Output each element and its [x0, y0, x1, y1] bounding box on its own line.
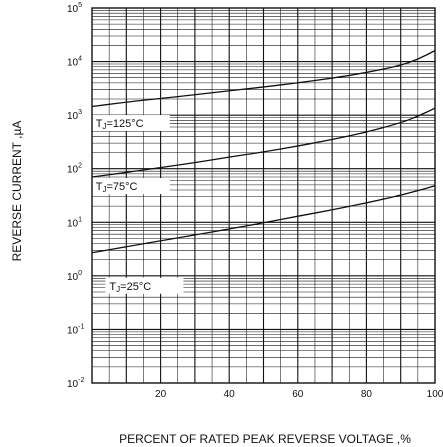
series-label-background — [91, 178, 170, 195]
series-label-part: =125°C — [106, 118, 143, 130]
series-label-part: =75°C — [106, 181, 137, 193]
y-tick-base: 10 — [67, 325, 79, 336]
series-label-group: TJ=25°C — [105, 277, 184, 294]
y-tick-base: 10 — [67, 165, 79, 176]
y-tick-label: 103 — [67, 109, 82, 122]
y-tick-base: 10 — [67, 111, 79, 122]
y-tick-base: 10 — [67, 379, 79, 390]
chart-curves — [91, 50, 436, 254]
y-tick-label: 104 — [67, 56, 82, 69]
chart-grid — [92, 8, 435, 383]
y-tick-exponent: 0 — [78, 270, 82, 277]
y-tick-exponent: 4 — [78, 56, 82, 63]
series-label-background — [91, 115, 170, 132]
series-label-group: TJ=125°C — [91, 115, 170, 132]
x-tick-label: 80 — [361, 389, 373, 400]
series-label-part: T — [96, 181, 103, 193]
series-label: TJ=75°C — [96, 181, 138, 194]
y-tick-label: 10-1 — [67, 323, 84, 336]
series-label: TJ=125°C — [96, 118, 144, 131]
x-axis-label: PERCENT OF RATED PEAK REVERSE VOLTAGE ,% — [119, 432, 411, 446]
series-label: TJ=25°C — [109, 281, 151, 294]
series-line-1 — [91, 50, 436, 108]
series-line-3 — [91, 185, 436, 254]
series-label-background — [105, 277, 184, 294]
y-tick-label: 10-2 — [67, 377, 84, 390]
series-label-part: T — [109, 281, 116, 293]
y-tick-exponent: -1 — [78, 323, 84, 330]
series-labels: TJ=125°CTJ=75°CTJ=25°C — [91, 115, 184, 294]
y-tick-exponent: -2 — [78, 377, 84, 384]
x-tick-label: 20 — [155, 389, 167, 400]
series-label-group: TJ=75°C — [91, 178, 170, 195]
y-tick-label: 101 — [67, 216, 82, 229]
y-tick-exponent: 5 — [78, 2, 82, 9]
series-label-subscript: J — [102, 185, 106, 194]
y-tick-base: 10 — [67, 272, 79, 283]
y-tick-base: 10 — [67, 4, 79, 15]
y-tick-label: 102 — [67, 163, 82, 176]
series-label-part: =25°C — [120, 281, 151, 293]
y-axis-label: REVERSE CURRENT ,µA — [10, 121, 24, 262]
series-label-subscript: J — [102, 122, 106, 131]
y-tick-base: 10 — [67, 218, 79, 229]
y-tick-label: 100 — [67, 270, 82, 283]
x-tick-label: 40 — [224, 389, 236, 400]
plot-frame — [91, 7, 436, 384]
series-label-part: T — [96, 118, 103, 130]
y-tick-exponent: 1 — [78, 216, 82, 223]
y-tick-exponent: 2 — [78, 163, 82, 170]
x-tick-label: 60 — [292, 389, 304, 400]
x-tick-label: 100 — [427, 389, 443, 400]
y-tick-label: 105 — [67, 2, 82, 15]
series-label-subscript: J — [116, 285, 120, 294]
series-line-2 — [91, 107, 436, 178]
y-tick-exponent: 3 — [78, 109, 82, 116]
y-tick-base: 10 — [67, 58, 79, 69]
